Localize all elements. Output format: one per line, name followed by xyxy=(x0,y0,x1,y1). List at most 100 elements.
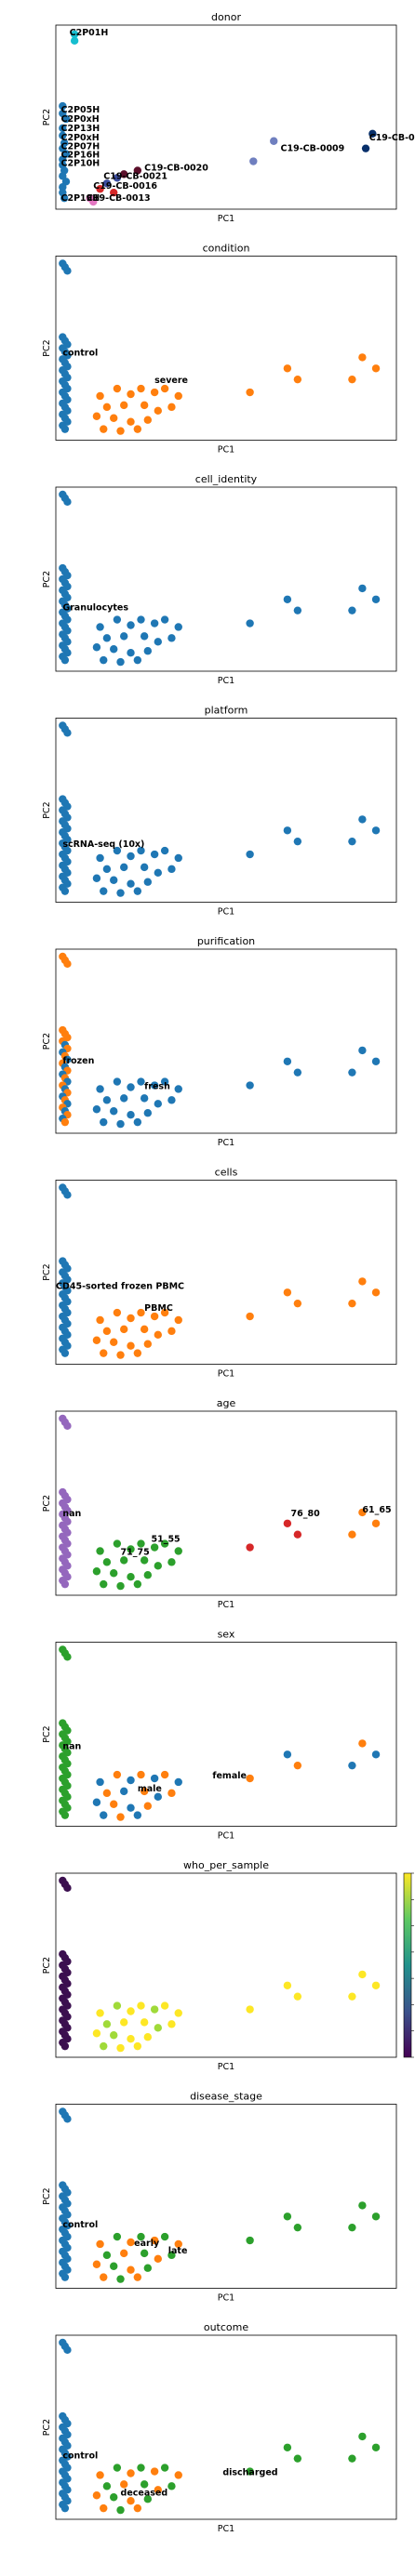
data-point xyxy=(143,647,153,655)
data-point xyxy=(60,1117,70,1127)
data-point xyxy=(154,1792,162,1802)
data-point xyxy=(150,2236,159,2245)
data-point xyxy=(63,1421,72,1431)
data-point xyxy=(63,2115,72,2123)
chart-title: platform xyxy=(205,705,248,717)
data-point xyxy=(127,1314,135,1323)
data-label: control xyxy=(62,2451,98,2462)
data-point xyxy=(116,2043,125,2053)
data-point xyxy=(283,1981,292,1989)
data-point xyxy=(110,1800,118,1808)
data-point xyxy=(102,634,112,642)
data-point xyxy=(100,2041,108,2051)
data-point xyxy=(92,2491,101,2500)
data-point xyxy=(133,655,142,665)
data-label: C19-CB-0013 xyxy=(87,193,151,204)
y-axis-label: PC2 xyxy=(42,2187,52,2204)
data-point xyxy=(358,1046,367,1055)
data-point xyxy=(150,1543,159,1552)
data-point xyxy=(127,2497,135,2505)
data-point xyxy=(368,129,377,139)
data-point xyxy=(174,853,182,863)
data-point xyxy=(61,114,71,124)
data-point xyxy=(127,1111,135,1119)
data-point xyxy=(113,846,122,855)
data-point xyxy=(110,2262,118,2270)
chart-panel-who_per_sample: who_per_samplePC1PC201234567 xyxy=(42,1859,414,2072)
data-point xyxy=(348,1068,356,1077)
data-point xyxy=(100,1349,108,1357)
data-label: severe xyxy=(154,376,188,386)
data-point xyxy=(246,1543,254,1552)
data-point xyxy=(150,619,159,627)
data-point xyxy=(127,621,135,629)
chart-title: outcome xyxy=(204,2321,249,2333)
data-point xyxy=(100,887,108,895)
data-point xyxy=(113,384,122,393)
data-point xyxy=(113,1308,122,1317)
data-label: late xyxy=(168,2246,188,2256)
data-label: C2P0xH xyxy=(60,133,99,143)
data-point xyxy=(283,1288,292,1297)
data-point xyxy=(133,425,142,433)
x-axis-label: PC1 xyxy=(218,1138,234,1148)
data-point xyxy=(283,2213,292,2221)
data-point xyxy=(348,1530,356,1539)
data-label: scRNA-seq (10x) xyxy=(62,839,144,850)
data-point xyxy=(246,619,254,627)
data-point xyxy=(160,384,169,393)
data-point xyxy=(96,1315,104,1325)
data-label: C2P07H xyxy=(60,142,100,152)
data-point xyxy=(116,1119,125,1129)
data-point xyxy=(358,2432,367,2441)
data-point xyxy=(120,2018,128,2027)
data-point xyxy=(60,193,69,203)
data-point xyxy=(358,1508,367,1517)
data-point xyxy=(113,2232,122,2241)
data-point xyxy=(140,2480,149,2489)
data-point xyxy=(120,863,128,872)
data-point xyxy=(133,166,142,175)
data-point xyxy=(116,427,125,435)
data-label: Granulocytes xyxy=(62,603,128,614)
y-axis-label: PC2 xyxy=(42,1263,52,1280)
data-point xyxy=(110,1338,118,1346)
data-point xyxy=(63,1653,72,1661)
data-point xyxy=(371,1750,381,1759)
data-point xyxy=(160,615,169,624)
data-point xyxy=(140,1094,149,1103)
data-point xyxy=(150,2005,159,2014)
data-point xyxy=(60,655,70,665)
data-point xyxy=(92,874,101,882)
chart-panel-cell_identity: cell_identity PC1 PC2 Granulocytes xyxy=(42,473,397,686)
data-point xyxy=(102,865,112,874)
data-point xyxy=(154,638,162,646)
data-point xyxy=(127,852,135,861)
data-label: 61_65 xyxy=(362,1505,391,1515)
chart-title: cells xyxy=(215,1167,238,1179)
data-point xyxy=(133,2273,142,2281)
data-point xyxy=(127,2007,135,2015)
data-point xyxy=(270,137,278,145)
data-point xyxy=(167,403,176,412)
data-point xyxy=(92,1567,101,1576)
data-point xyxy=(127,417,135,426)
data-point xyxy=(167,2482,176,2490)
data-point xyxy=(358,1970,367,1979)
data-point xyxy=(127,1341,135,1350)
data-point xyxy=(133,2503,142,2513)
data-point xyxy=(63,2345,72,2355)
data-point xyxy=(100,425,108,433)
data-point xyxy=(133,1811,142,1819)
data-point xyxy=(160,1770,169,1779)
data-point xyxy=(174,2239,182,2249)
data-point xyxy=(371,1981,381,1989)
data-point xyxy=(246,1774,254,1783)
data-point xyxy=(167,2020,176,2028)
data-point xyxy=(110,1107,118,1116)
data-point xyxy=(110,2493,118,2502)
data-point xyxy=(140,632,149,641)
data-point xyxy=(167,2251,176,2260)
data-point xyxy=(246,2005,254,2014)
